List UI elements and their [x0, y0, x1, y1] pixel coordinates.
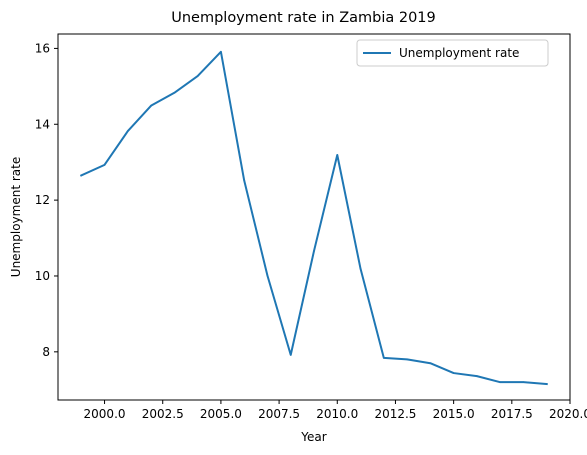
y-tick-label: 16 [35, 41, 50, 55]
x-axis-ticks: 2000.0 2002.5 2005.0 2007.5 2010.0 2012.5 2015… [84, 400, 587, 421]
x-tick-label: 2012.5 [374, 407, 416, 421]
data-point [429, 362, 432, 365]
legend-box [356, 39, 549, 67]
y-tick-label: 10 [35, 269, 50, 283]
x-tick-label: 2020.0 [549, 407, 587, 421]
data-point [266, 274, 269, 277]
legend-entry-unemployment-rate: Unemployment rate [399, 46, 519, 60]
x-tick-label: 2007.5 [258, 407, 300, 421]
data-point [452, 372, 455, 374]
data-point [243, 179, 245, 182]
data-point [383, 357, 385, 359]
x-tick-label: 2000.0 [84, 407, 126, 421]
data-point [103, 164, 106, 166]
y-axis-ticks: 8 10 12 14 16 [35, 41, 58, 359]
data-point [476, 375, 478, 377]
legend: Unemployment rate [356, 39, 549, 67]
data-point [313, 250, 315, 252]
data-point [336, 154, 339, 156]
x-tick-label: 2005.0 [200, 407, 242, 421]
data-point [289, 354, 292, 356]
data-point [80, 174, 83, 177]
data-point [499, 381, 501, 383]
data-point [522, 381, 525, 383]
chart-title: Unemployment rate in Zambia 2019 [171, 10, 436, 26]
y-axis-label: Unemployment rate [9, 157, 23, 277]
axes-layer [57, 33, 571, 401]
data-point [173, 91, 176, 94]
plot-background [58, 34, 570, 400]
x-tick-label: 2002.5 [142, 407, 184, 421]
data-point [359, 267, 362, 270]
data-point [220, 51, 222, 53]
data-point [127, 130, 129, 132]
x-tick-label: 2010.0 [316, 407, 358, 421]
x-axis-label: Year [300, 430, 326, 444]
y-tick-label: 12 [35, 193, 50, 207]
data-point [150, 104, 152, 107]
series-layer [79, 50, 548, 386]
x-tick-label: 2015.0 [433, 407, 475, 421]
data-point [545, 383, 548, 385]
y-tick-label: 14 [35, 117, 50, 131]
plot-area [58, 34, 570, 400]
data-point [196, 75, 199, 77]
x-tick-label: 2017.5 [491, 407, 533, 421]
data-point [406, 358, 408, 361]
plot-frame [57, 33, 571, 401]
y-tick-label: 8 [42, 345, 50, 359]
